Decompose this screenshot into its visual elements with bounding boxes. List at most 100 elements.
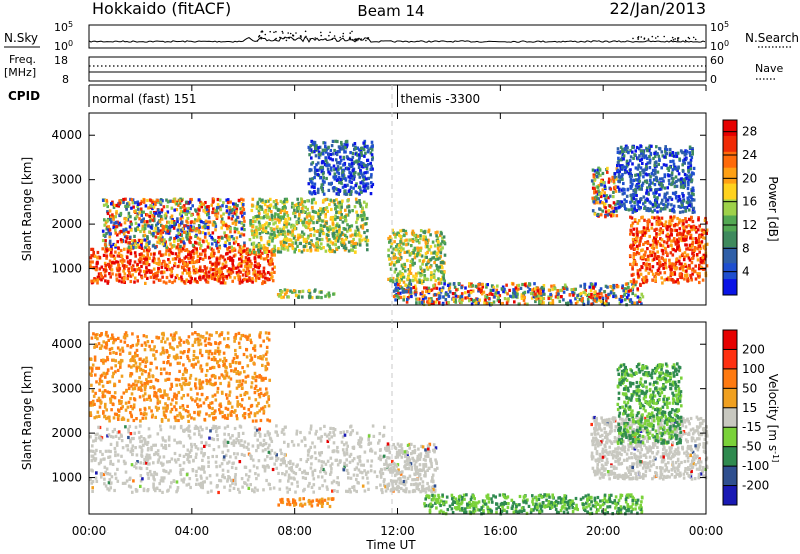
scatter-cell (660, 216, 664, 220)
scatter-cell (140, 252, 143, 256)
scatter-cell (320, 290, 323, 294)
scatter-cell (678, 237, 681, 241)
scatter-cell (663, 155, 666, 159)
scatter-cell (252, 247, 256, 251)
scatter-cell (693, 210, 696, 214)
scatter-cell (357, 172, 360, 176)
scatter-cell (620, 165, 624, 169)
scatter-cell (179, 244, 182, 248)
scatter-cell (612, 190, 615, 194)
scatter-cell (421, 259, 425, 263)
scatter-cell (439, 248, 443, 252)
noise-search-point (632, 37, 634, 40)
scatter-cell (262, 266, 266, 270)
scatter-cell (685, 269, 688, 273)
scatter-cell (280, 289, 283, 294)
scatter-cell (310, 198, 314, 202)
scatter-cell (632, 232, 635, 236)
scatter-cell (274, 212, 277, 216)
scatter-cell (641, 150, 645, 154)
scatter-cell (211, 231, 215, 235)
scatter-cell (641, 161, 644, 165)
scatter-cell (318, 145, 322, 149)
scatter-cell (120, 276, 124, 280)
scatter-cell (167, 231, 170, 235)
scatter-cell (139, 256, 142, 260)
noise-search-point (674, 38, 676, 40)
scatter-cell (239, 207, 242, 211)
scatter-cell (324, 159, 328, 163)
scatter-cell (178, 201, 182, 205)
scatter-cell (160, 210, 163, 214)
scatter-cell (460, 286, 463, 290)
noise-search-point (292, 34, 294, 37)
scatter-cell (637, 156, 640, 160)
scatter-cell (285, 199, 289, 203)
scatter-cell (523, 290, 527, 294)
scatter-cell (133, 209, 136, 214)
scatter-cell (467, 293, 471, 297)
scatter-cell (349, 234, 352, 238)
scatter-cell (254, 279, 258, 283)
scatter-cell (631, 221, 635, 225)
scatter-cell (125, 236, 129, 240)
scatter-cell (344, 178, 348, 182)
scatter-cell (602, 194, 606, 198)
scatter-cell (355, 220, 358, 224)
scatter-cell (616, 202, 620, 206)
scatter-cell (670, 233, 673, 237)
scatter-cell (688, 177, 691, 181)
scatter-cell (204, 201, 207, 205)
scatter-cell (436, 251, 439, 255)
scatter-cell (269, 262, 272, 266)
scatter-cell (261, 251, 264, 255)
scatter-cell (557, 292, 560, 296)
scatter-cell (599, 173, 602, 177)
scatter-cell (204, 219, 208, 223)
scatter-cell (419, 249, 422, 253)
scatter-cell (441, 302, 445, 306)
scatter-cell (116, 240, 119, 244)
scatter-cell (256, 248, 260, 252)
scatter-cell (96, 281, 99, 285)
scatter-cell (512, 295, 515, 299)
scatter-cell (657, 272, 660, 276)
scatter-cell (668, 262, 671, 266)
scatter-cell (690, 278, 693, 282)
scatter-cell (257, 266, 261, 270)
scatter-cell (308, 148, 311, 152)
scatter-cell (396, 256, 400, 261)
scatter-cell (145, 223, 149, 227)
scatter-cell (236, 273, 240, 277)
scatter-cell (154, 202, 157, 207)
noise-search-point (365, 39, 367, 42)
scatter-cell (647, 218, 650, 222)
scatter-cell (644, 154, 648, 158)
scatter-cell (142, 254, 146, 258)
scatter-cell (419, 237, 422, 241)
scatter-cell (652, 191, 655, 195)
scatter-cell (354, 190, 358, 194)
scatter-cell (276, 225, 279, 229)
scatter-cell (308, 214, 311, 218)
scatter-cell (579, 284, 582, 288)
scatter-cell (181, 216, 184, 220)
scatter-cell (398, 246, 401, 250)
scatter-cell (433, 292, 437, 297)
scatter-cell (180, 220, 184, 224)
scatter-cell (197, 215, 201, 219)
scatter-cell (598, 192, 601, 197)
scatter-cell (228, 250, 232, 254)
scatter-cell (297, 201, 300, 205)
scatter-cell (93, 279, 96, 283)
scatter-cell (665, 241, 669, 245)
scatter-cell (315, 245, 319, 250)
scatter-cell (684, 264, 688, 268)
scatter-cell (133, 251, 137, 255)
scatter-cell (629, 172, 632, 176)
scatter-cell (344, 192, 348, 196)
scatter-cell (438, 256, 441, 260)
scatter-cell (615, 285, 619, 289)
scatter-cell (390, 279, 393, 283)
scatter-cell (365, 235, 368, 239)
